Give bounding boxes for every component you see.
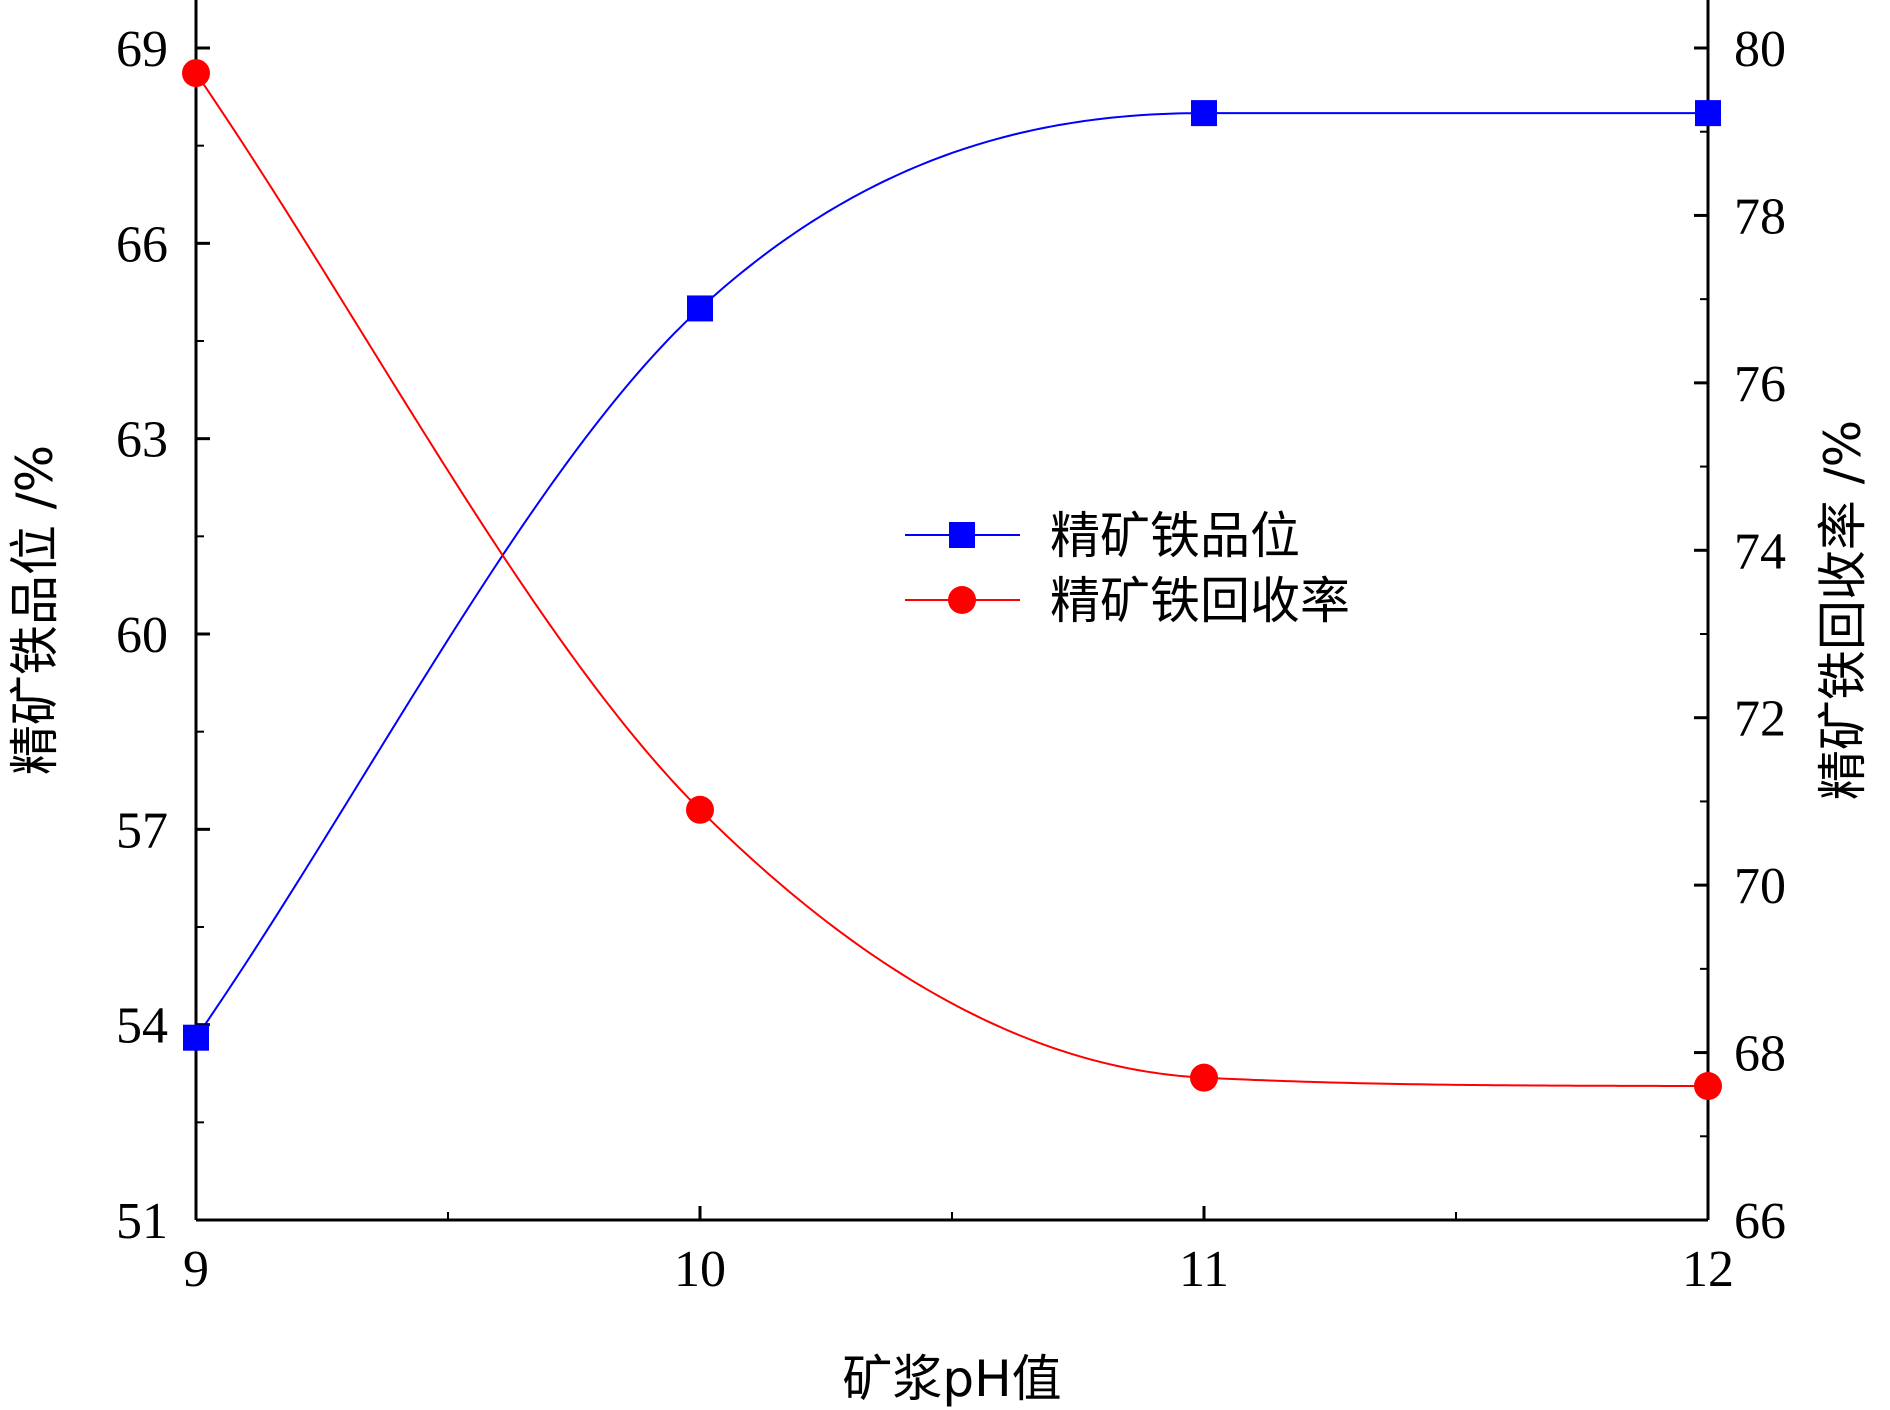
legend-label-grade: 精矿铁品位	[1050, 507, 1300, 565]
legend: 精矿铁品位 精矿铁回收率	[905, 507, 1350, 630]
grade-point-3	[1695, 100, 1721, 127]
x-ticks: 9 10 11 12	[183, 1206, 1734, 1298]
y-right-tick-label-70: 70	[1734, 858, 1786, 915]
y-right-tick-label-74: 74	[1734, 523, 1786, 580]
y-left-tick-label-69: 69	[116, 21, 168, 78]
y-right-tick-label-80: 80	[1734, 21, 1786, 78]
x-tick-label-10: 10	[674, 1241, 726, 1298]
legend-item-grade: 精矿铁品位	[905, 507, 1300, 565]
fit-curves	[195, 72, 1709, 1088]
x-tick-label-12: 12	[1682, 1241, 1734, 1298]
y-left-ticks: 51 54 57 60 63 66 69	[116, 21, 210, 1250]
recovery-point-2	[1190, 1063, 1218, 1092]
recovery-point-0	[182, 59, 210, 88]
y-right-tick-label-72: 72	[1734, 691, 1786, 748]
y-right-tick-label-78: 78	[1734, 188, 1786, 245]
legend-label-recovery: 精矿铁回收率	[1050, 572, 1350, 630]
y-left-tick-label-66: 66	[116, 216, 168, 273]
y-axis-right-title: 精矿铁回收率 /%	[1814, 420, 1872, 800]
y-left-tick-label-54: 54	[116, 998, 168, 1055]
legend-marker-recovery	[948, 586, 976, 614]
x-axis-title: 矿浆pH值	[842, 1350, 1061, 1408]
recovery-point-3	[1694, 1072, 1722, 1101]
y-right-tick-label-68: 68	[1734, 1026, 1786, 1083]
x-tick-label-11: 11	[1179, 1241, 1229, 1298]
y-left-tick-label-63: 63	[116, 412, 168, 469]
grade-point-0	[183, 1024, 209, 1051]
y-right-tick-label-76: 76	[1734, 356, 1786, 413]
legend-item-recovery: 精矿铁回收率	[905, 572, 1350, 630]
y-left-tick-label-60: 60	[116, 607, 168, 664]
markers	[182, 59, 1722, 1101]
y-right-tick-label-66: 66	[1734, 1193, 1786, 1250]
x-tick-label-9: 9	[183, 1241, 209, 1298]
grade-point-2	[1191, 100, 1217, 127]
plot-frame	[194, 0, 1710, 1222]
y-left-tick-label-57: 57	[116, 802, 168, 859]
legend-marker-grade	[949, 522, 975, 548]
y-axis-left-title: 精矿铁品位 /%	[6, 445, 64, 775]
series-line-1	[195, 72, 1709, 1088]
y-right-ticks: 66 68 70 72 74 76 78 80	[1694, 21, 1786, 1250]
y-left-tick-label-51: 51	[116, 1193, 168, 1250]
recovery-point-1	[686, 795, 714, 824]
grade-point-1	[687, 295, 713, 322]
series-line-0	[195, 112, 1708, 1039]
